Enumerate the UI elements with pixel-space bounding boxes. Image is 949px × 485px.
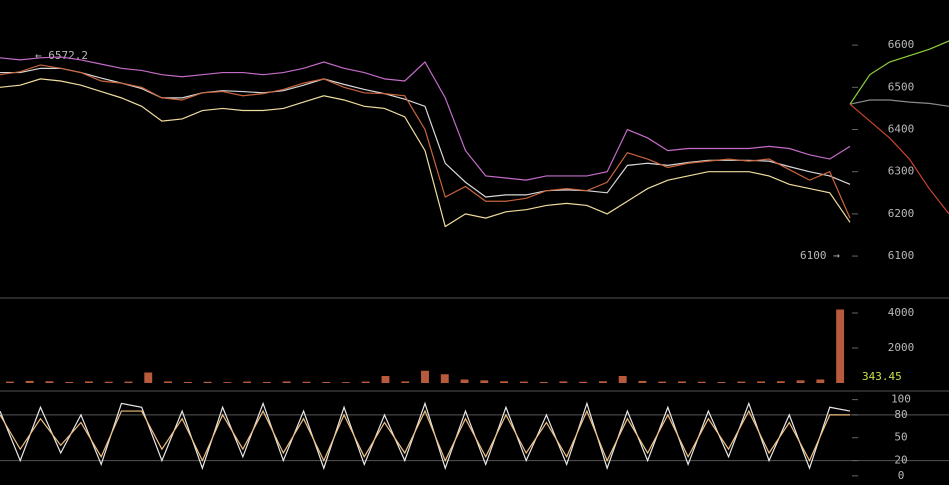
volume-bar — [381, 375, 390, 383]
y-tick-label: 6300 — [888, 165, 915, 178]
volume-bar — [717, 381, 726, 383]
series-line — [0, 401, 851, 471]
volume-bar — [5, 381, 14, 383]
y-tick-label: 6400 — [888, 123, 915, 136]
volume-bar — [124, 381, 133, 383]
volume-bar — [440, 374, 449, 383]
volume-bar — [460, 379, 469, 383]
volume-bar — [322, 381, 331, 383]
y-tick-label: 6500 — [888, 80, 915, 93]
series-line — [849, 40, 949, 105]
volume-bar — [282, 381, 291, 383]
volume-bar — [776, 381, 785, 383]
volume-bar — [500, 381, 509, 383]
series-line — [0, 78, 851, 228]
volume-bar — [618, 375, 627, 383]
y-tick-label: 100 — [891, 393, 911, 406]
y-tick-label: 80 — [894, 408, 907, 421]
y-tick-label: 6100 — [888, 249, 915, 262]
y-tick-label: 6200 — [888, 207, 915, 220]
volume-annotation: 343.45 — [862, 370, 902, 383]
volume-bar — [519, 381, 528, 383]
volume-bar — [401, 381, 410, 383]
volume-bar — [262, 381, 271, 383]
volume-bar — [164, 381, 172, 383]
volume-bar — [697, 381, 706, 383]
volume-bar — [45, 381, 54, 383]
volume-bar — [302, 381, 311, 383]
volume-bar — [480, 380, 489, 383]
volume-bar — [25, 380, 34, 383]
volume-bar — [678, 381, 686, 383]
y-tick-label: 6600 — [888, 38, 915, 51]
volume-bar — [598, 381, 607, 383]
low-annotation: 6100 → — [800, 249, 840, 262]
volume-bar — [539, 381, 548, 383]
volume-bar — [658, 381, 667, 383]
volume-bar — [183, 381, 192, 383]
y-tick-label: 50 — [894, 431, 907, 444]
volume-bar — [144, 372, 153, 383]
volume-bar — [816, 379, 825, 383]
volume-bar — [796, 380, 805, 383]
volume-bar — [85, 381, 93, 383]
volume-bar — [65, 381, 74, 383]
volume-bar — [223, 382, 232, 383]
volume-bar — [559, 381, 568, 383]
volume-bar — [757, 381, 765, 383]
volume-bar — [836, 309, 845, 383]
volume-bar — [421, 370, 429, 383]
volume-bar — [638, 380, 647, 383]
y-tick-label: 2000 — [888, 341, 915, 354]
y-tick-label: 20 — [894, 454, 907, 467]
series-line — [849, 99, 949, 107]
volume-bar — [104, 381, 113, 383]
series-line — [849, 103, 949, 215]
volume-bar — [579, 381, 588, 383]
series-line — [0, 56, 851, 181]
series-line — [0, 64, 851, 219]
series-line — [0, 409, 850, 463]
y-tick-label: 4000 — [888, 306, 915, 319]
volume-bar — [737, 381, 746, 383]
volume-bar — [341, 382, 350, 383]
volume-bar — [203, 381, 212, 383]
series-line — [0, 67, 851, 198]
volume-bar — [243, 381, 252, 383]
volume-bar — [361, 381, 370, 383]
y-tick-label: 0 — [898, 469, 905, 482]
